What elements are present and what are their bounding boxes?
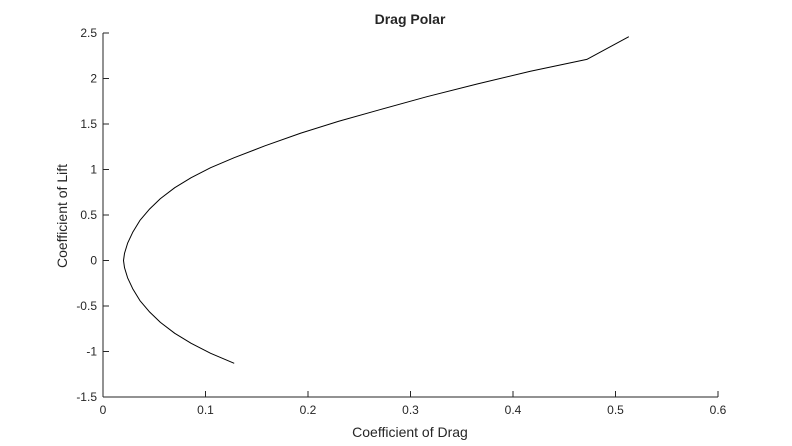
x-axis: 0 0.1 0.2 0.3 0.4 0.5 0.6 xyxy=(100,391,727,417)
y-tick-label: -1.5 xyxy=(76,390,97,404)
drag-polar-line-0 xyxy=(123,36,630,364)
y-tick-label: 2 xyxy=(90,72,97,86)
y-axis-label: Coefficient of Lift xyxy=(54,164,70,268)
x-tick-label: 0.6 xyxy=(710,403,727,417)
y-tick-label: 0 xyxy=(90,254,97,268)
x-tick-label: 0 xyxy=(100,403,107,417)
chart-title: Drag Polar xyxy=(375,11,446,27)
x-tick-label: 0.1 xyxy=(197,403,214,417)
y-tick-label: 1 xyxy=(90,163,97,177)
plot-area xyxy=(123,36,630,364)
y-tick-label: 2.5 xyxy=(80,26,97,40)
x-tick-label: 0.5 xyxy=(607,403,624,417)
y-tick-label: 1.5 xyxy=(80,117,97,131)
y-tick-label: -1 xyxy=(86,345,97,359)
x-axis-label: Coefficient of Drag xyxy=(352,424,468,440)
x-tick-label: 0.4 xyxy=(505,403,522,417)
x-tick-label: 0.3 xyxy=(402,403,419,417)
y-axis: -1.5 -1 -0.5 0 0.5 1 1.5 2 2.5 xyxy=(76,26,109,404)
y-tick-label: -0.5 xyxy=(76,299,97,313)
x-tick-label: 0.2 xyxy=(300,403,317,417)
y-tick-label: 0.5 xyxy=(80,208,97,222)
